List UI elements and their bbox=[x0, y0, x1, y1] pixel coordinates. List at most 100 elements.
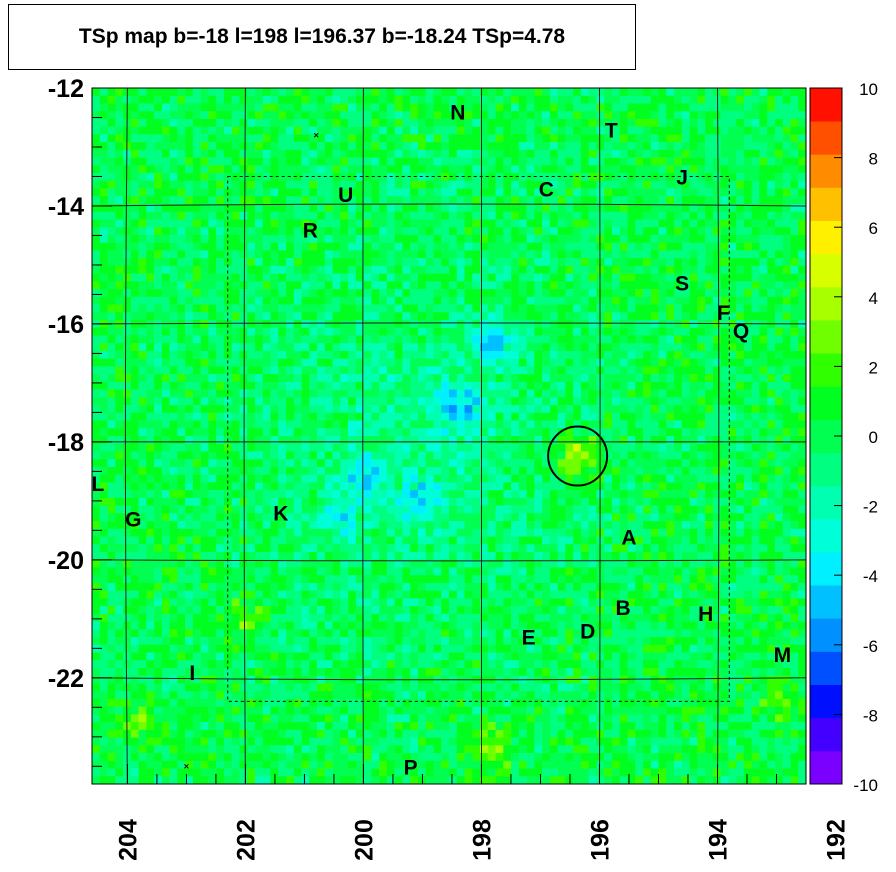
heatmap-cell bbox=[386, 273, 395, 282]
heatmap-cell bbox=[456, 111, 465, 120]
heatmap-cell bbox=[472, 358, 481, 367]
heatmap-cell bbox=[92, 265, 101, 274]
heatmap-cell bbox=[231, 88, 240, 97]
heatmap-cell bbox=[169, 281, 178, 290]
heatmap-cell bbox=[216, 227, 225, 236]
heatmap-cell bbox=[278, 474, 287, 483]
heatmap-cell bbox=[301, 312, 310, 321]
heatmap-cell bbox=[425, 312, 434, 321]
heatmap-cell bbox=[464, 312, 473, 321]
heatmap-cell bbox=[635, 227, 644, 236]
heatmap-cell bbox=[262, 374, 271, 383]
heatmap-cell bbox=[340, 412, 349, 421]
heatmap-cell bbox=[464, 95, 473, 104]
heatmap-cell bbox=[774, 165, 784, 174]
heatmap-cell bbox=[449, 219, 458, 228]
heatmap-cell bbox=[720, 180, 729, 189]
heatmap-cell bbox=[138, 304, 147, 313]
heatmap-cell bbox=[270, 497, 279, 506]
heatmap-cell bbox=[472, 497, 481, 506]
heatmap-cell bbox=[743, 459, 752, 468]
heatmap-cell bbox=[705, 126, 714, 135]
heatmap-cell bbox=[239, 304, 248, 313]
heatmap-cell bbox=[495, 111, 504, 120]
heatmap-cell bbox=[449, 497, 458, 506]
heatmap-cell bbox=[681, 350, 690, 359]
heatmap-cell bbox=[720, 88, 729, 97]
heatmap-cell bbox=[627, 320, 636, 329]
heatmap-cell bbox=[557, 126, 566, 135]
heatmap-cell bbox=[92, 157, 101, 166]
heatmap-cell bbox=[286, 428, 295, 437]
heatmap-cell bbox=[340, 173, 349, 182]
heatmap-cell bbox=[223, 118, 232, 127]
heatmap-cell bbox=[743, 389, 752, 398]
heatmap-cell bbox=[472, 219, 481, 228]
heatmap-cell bbox=[681, 304, 690, 313]
heatmap-cell bbox=[154, 281, 163, 290]
heatmap-cell bbox=[619, 296, 628, 305]
heatmap-cell bbox=[402, 281, 411, 290]
heatmap-cell bbox=[340, 327, 349, 336]
heatmap-cell bbox=[309, 111, 318, 120]
heatmap-cell bbox=[666, 350, 675, 359]
heatmap-cell bbox=[371, 482, 380, 491]
heatmap-cell bbox=[371, 366, 380, 375]
heatmap-cell bbox=[146, 204, 155, 213]
heatmap-cell bbox=[557, 250, 566, 259]
heatmap-cell bbox=[456, 374, 465, 383]
heatmap-cell bbox=[123, 374, 132, 383]
heatmap-cell bbox=[456, 459, 465, 468]
heatmap-cell bbox=[774, 180, 784, 189]
heatmap-cell bbox=[456, 188, 465, 197]
heatmap-cell bbox=[557, 296, 566, 305]
heatmap-cell bbox=[355, 420, 364, 429]
heatmap-cell bbox=[534, 95, 543, 104]
heatmap-cell bbox=[487, 281, 496, 290]
heatmap-cell bbox=[542, 296, 551, 305]
heatmap-cell bbox=[759, 490, 768, 499]
heatmap-cell bbox=[355, 188, 364, 197]
heatmap-cell bbox=[449, 397, 458, 406]
heatmap-cell bbox=[348, 95, 357, 104]
heatmap-cell bbox=[247, 389, 256, 398]
heatmap-cell bbox=[565, 258, 574, 267]
heatmap-cell bbox=[92, 327, 101, 336]
heatmap-cell bbox=[231, 389, 240, 398]
heatmap-cell bbox=[511, 234, 520, 243]
heatmap-cell bbox=[425, 366, 434, 375]
heatmap-cell bbox=[231, 173, 240, 182]
heatmap-cell bbox=[705, 95, 714, 104]
heatmap-cell bbox=[635, 250, 644, 259]
heatmap-cell bbox=[340, 358, 349, 367]
heatmap-cell bbox=[557, 436, 566, 445]
heatmap-cell bbox=[557, 204, 566, 213]
heatmap-cell bbox=[588, 234, 597, 243]
heatmap-cell bbox=[425, 490, 434, 499]
heatmap-cell bbox=[324, 405, 333, 414]
heatmap-cell bbox=[798, 428, 807, 437]
heatmap-cell bbox=[627, 173, 636, 182]
heatmap-cell bbox=[495, 327, 504, 336]
heatmap-cell bbox=[185, 389, 194, 398]
heatmap-cell bbox=[386, 482, 395, 491]
heatmap-cell bbox=[720, 142, 729, 151]
heatmap-cell bbox=[650, 95, 659, 104]
heatmap-cell bbox=[635, 234, 644, 243]
heatmap-cell bbox=[417, 157, 427, 166]
heatmap-cell bbox=[627, 405, 636, 414]
heatmap-cell bbox=[417, 111, 427, 120]
heatmap-cell bbox=[643, 142, 652, 151]
heatmap-cell bbox=[192, 381, 201, 390]
heatmap-cell bbox=[720, 436, 729, 445]
heatmap-cell bbox=[441, 219, 450, 228]
heatmap-cell bbox=[309, 196, 318, 205]
heatmap-cell bbox=[270, 405, 279, 414]
heatmap-cell bbox=[293, 482, 302, 491]
heatmap-cell bbox=[666, 397, 675, 406]
heatmap-cell bbox=[487, 180, 496, 189]
heatmap-cell bbox=[518, 134, 527, 143]
heatmap-cell bbox=[200, 451, 209, 460]
heatmap-cell bbox=[138, 134, 147, 143]
heatmap-cell bbox=[557, 118, 566, 127]
